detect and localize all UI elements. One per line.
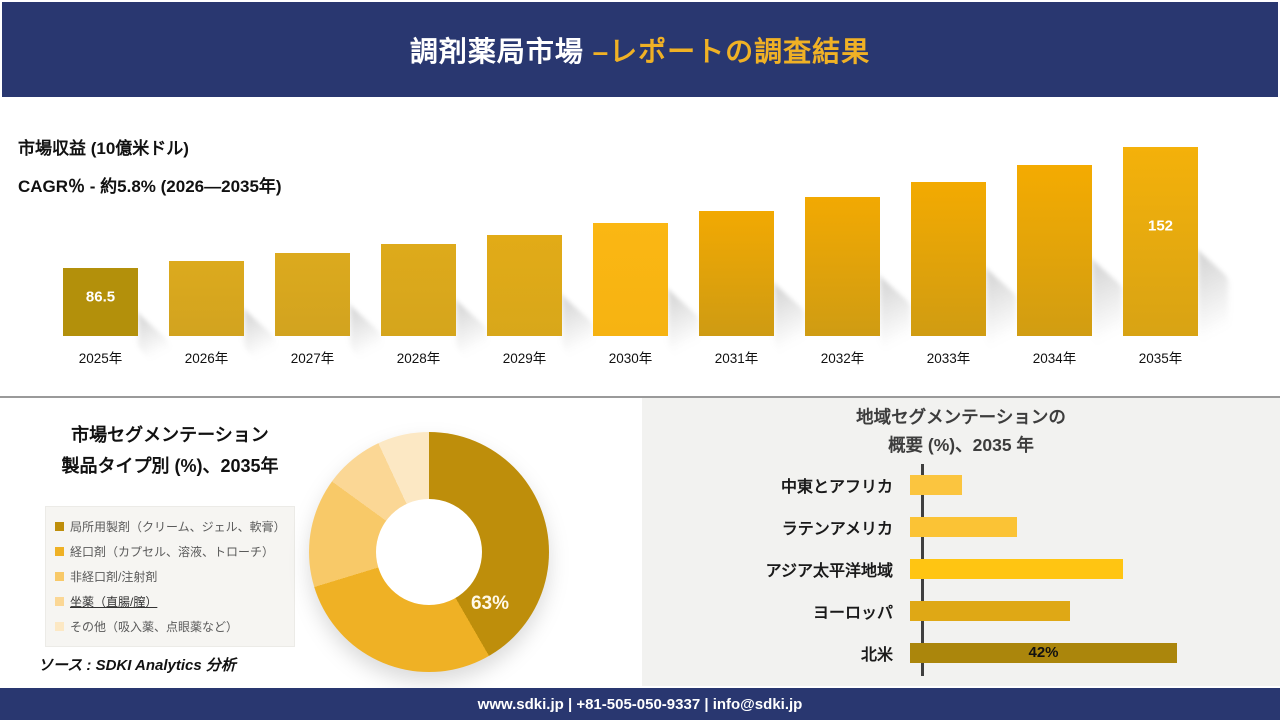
legend-label: 非経口剤/注射剤 — [70, 570, 158, 584]
regional-row: アジア太平洋地域 — [642, 548, 1280, 590]
revenue-bar — [911, 182, 986, 336]
revenue-bar-slot — [169, 261, 274, 376]
segmentation-title: 市場セグメンテーション 製品タイプ別 (%)、2035年 — [20, 420, 320, 482]
footer-bar: www.sdki.jp | +81-505-050-9337 | info@sd… — [0, 688, 1280, 720]
revenue-bar — [805, 197, 880, 336]
revenue-bar-slot — [911, 182, 1016, 376]
x-axis-label: 2034年 — [1032, 351, 1077, 366]
revenue-bar — [169, 261, 244, 336]
revenue-bar-slot — [487, 235, 592, 376]
regional-row: ラテンアメリカ — [642, 506, 1280, 548]
header-banner: 調剤薬局市場 –レポートの調査結果 — [2, 2, 1278, 97]
revenue-x-labels: 2025年 2026年 2027年 2028年 2029年 2030年 2031年 2032年… — [63, 347, 1198, 367]
x-axis-label: 2031年 — [714, 351, 759, 366]
revenue-bar-slot: 152 — [1123, 147, 1228, 376]
revenue-bar — [487, 235, 562, 336]
x-axis-label: 2027年 — [290, 351, 335, 366]
regional-row: 中東とアフリカ — [642, 464, 1280, 506]
revenue-bar — [275, 253, 350, 336]
regional-category-label: ヨーロッパ — [812, 605, 893, 622]
revenue-bar — [381, 244, 456, 336]
legend-item: その他（吸入薬、点眼薬など） — [55, 618, 285, 635]
segmentation-title-line1: 市場セグメンテーション — [71, 425, 269, 445]
revenue-bar: 152 — [1123, 147, 1198, 336]
regional-data-label: 42% — [1028, 644, 1059, 661]
regional-category-label: アジア太平洋地域 — [765, 563, 893, 580]
page-title: 調剤薬局市場 –レポートの調査結果 — [410, 30, 870, 70]
page-title-accent: –レポートの調査結果 — [592, 35, 871, 67]
regional-rows: 中東とアフリカ ラテンアメリカアジア太平洋地域ヨーロッパ北米 42% — [642, 464, 1280, 674]
legend-swatch-icon — [55, 547, 64, 556]
revenue-cagr-note: CAGR％ - 約5.8% (2026―2035年) — [18, 177, 282, 196]
regional-bar — [910, 475, 962, 495]
revenue-bar-slot — [699, 211, 804, 376]
x-axis-label: 2029年 — [502, 351, 547, 366]
legend-label: その他（吸入薬、点眼薬など） — [70, 620, 239, 634]
revenue-bar — [1017, 165, 1092, 336]
regional-title: 地域セグメンテーションの 概要 (%)、2035 年 — [642, 404, 1280, 459]
regional-panel: 地域セグメンテーションの 概要 (%)、2035 年 中東とアフリカ ラテンアメリ… — [642, 398, 1280, 686]
donut-data-label: 63% — [470, 593, 510, 614]
x-axis-label: 2025年 — [78, 351, 123, 366]
revenue-bar-slot — [381, 244, 486, 376]
revenue-bar — [593, 223, 668, 336]
segmentation-title-line2: 製品タイプ別 (%)、2035年 — [61, 456, 279, 476]
x-axis-label: 2026年 — [184, 351, 229, 366]
bar-shadow — [1198, 249, 1228, 376]
x-axis-label: 2030年 — [608, 351, 653, 366]
donut-chart: 63% — [309, 432, 549, 672]
section-divider — [0, 396, 1280, 398]
x-axis-label: 2032年 — [820, 351, 865, 366]
regional-row: 北米 42% — [642, 632, 1280, 674]
legend-label: 経口剤（カプセル、溶液、トローチ） — [70, 545, 275, 559]
regional-row: ヨーロッパ — [642, 590, 1280, 632]
legend-swatch-icon — [55, 622, 64, 631]
revenue-bar-slot — [1017, 165, 1122, 376]
product-segmentation-panel: 市場セグメンテーション 製品タイプ別 (%)、2035年 局所用製剤（クリーム、… — [0, 398, 641, 686]
legend-label: 局所用製剤（クリーム、ジェル、軟膏） — [70, 520, 286, 534]
regional-category-label: ラテンアメリカ — [781, 521, 893, 538]
legend-item: 坐薬（直腸/膣） — [55, 593, 285, 610]
legend-item: 非経口剤/注射剤 — [55, 568, 285, 585]
revenue-bars: 86.5 152 — [63, 147, 1228, 376]
legend-label: 坐薬（直腸/膣） — [70, 595, 158, 609]
x-axis-label: 2035年 — [1138, 351, 1183, 366]
regional-title-line1: 地域セグメンテーションの — [856, 407, 1066, 427]
page-title-main: 調剤薬局市場 — [409, 35, 593, 67]
regional-bar: 42% — [910, 643, 1177, 663]
x-axis-label: 2028年 — [396, 351, 441, 366]
regional-bar — [910, 601, 1070, 621]
revenue-bar-slot — [805, 197, 910, 376]
bar-data-label: 152 — [1147, 217, 1174, 235]
revenue-bar: 86.5 — [63, 268, 138, 336]
revenue-bar-slot: 86.5 — [63, 268, 168, 376]
footer-contact: www.sdki.jp | +81-505-050-9337 | info@sd… — [477, 695, 803, 713]
legend-swatch-icon — [55, 522, 64, 531]
regional-bar — [910, 517, 1017, 537]
legend-item: 経口剤（カプセル、溶液、トローチ） — [55, 543, 285, 560]
regional-title-line2: 概要 (%)、2035 年 — [888, 434, 1034, 455]
revenue-bar — [699, 211, 774, 336]
bar-data-label: 86.5 — [85, 288, 116, 306]
revenue-bar-slot — [593, 223, 698, 376]
legend-swatch-icon — [55, 597, 64, 606]
regional-category-label: 中東とアフリカ — [780, 479, 893, 496]
legend-item: 局所用製剤（クリーム、ジェル、軟膏） — [55, 518, 286, 535]
donut-hole — [376, 499, 482, 605]
regional-category-label: 北米 — [860, 647, 893, 664]
revenue-bar-slot — [275, 253, 380, 376]
x-axis-label: 2033年 — [926, 351, 971, 366]
regional-bar — [910, 559, 1123, 579]
source-note: ソース : SDKI Analytics 分析 — [38, 657, 236, 674]
product-legend: 局所用製剤（クリーム、ジェル、軟膏） 経口剤（カプセル、溶液、トローチ） 非経口剤/… — [45, 506, 295, 647]
legend-swatch-icon — [55, 572, 64, 581]
revenue-axis-title: 市場収益 (10億米ドル) — [18, 139, 189, 158]
